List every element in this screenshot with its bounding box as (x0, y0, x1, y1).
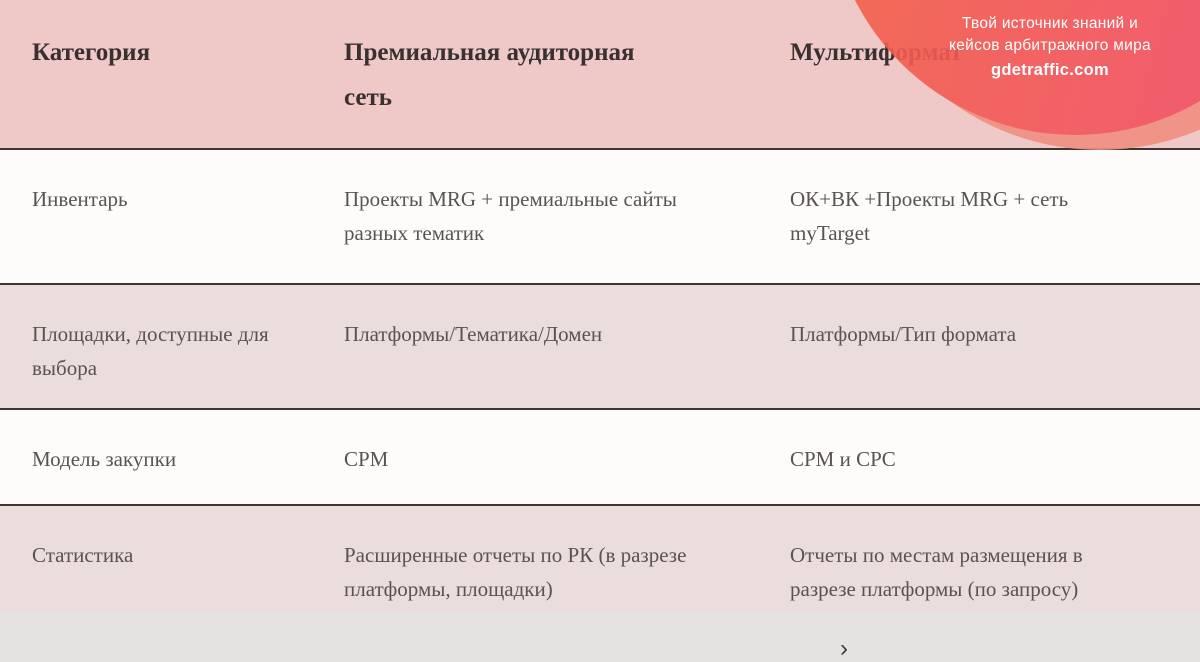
watermark-badge: Твой источник знаний и кейсов арбитражно… (905, 13, 1195, 81)
cell-category: Площадки, доступные для выбора (32, 322, 269, 380)
next-arrow-icon[interactable]: › (840, 635, 848, 662)
cell-category: Модель закупки (32, 447, 177, 471)
cell-premium: Расширенные отчеты по РК (в разрезе плат… (344, 543, 687, 601)
cell-multi: CPM и CPC (790, 447, 896, 471)
cell-multi: ОК+ВК +Проекты MRG + сеть myTarget (790, 187, 1069, 245)
cell-multi: Отчеты по местам размещения в разрезе пл… (790, 543, 1083, 601)
cell-premium: Платформы/Тематика/Домен (344, 322, 603, 346)
cell-multi: Платформы/Тип формата (790, 322, 1017, 346)
column-header-category: Категория (32, 39, 151, 66)
cell-premium: Проекты MRG + премиальные сайты разных т… (344, 187, 677, 245)
cell-category: Инвентарь (32, 187, 128, 211)
column-header-premium-network: Премиальная аудиторная сеть (344, 39, 635, 111)
cell-category: Статистика (32, 543, 134, 567)
cell-premium: CPM (344, 447, 389, 471)
carousel-footer: › (0, 612, 1200, 662)
badge-domain: gdetraffic.com (991, 61, 1109, 79)
table-row: Статистика Расширенные отчеты по РК (в р… (0, 504, 1200, 612)
table-row: Площадки, доступные для выбора Платформы… (0, 283, 1200, 408)
badge-line-1: Твой источник знаний и (961, 15, 1139, 32)
table-row: Модель закупки CPM CPM и CPC (0, 408, 1200, 504)
comparison-table: Категория Премиальная аудиторная сеть Му… (0, 0, 1200, 612)
table-row: Инвентарь Проекты MRG + премиальные сайт… (0, 148, 1200, 283)
badge-line-2: кейсов арбитражного мира (949, 37, 1151, 54)
